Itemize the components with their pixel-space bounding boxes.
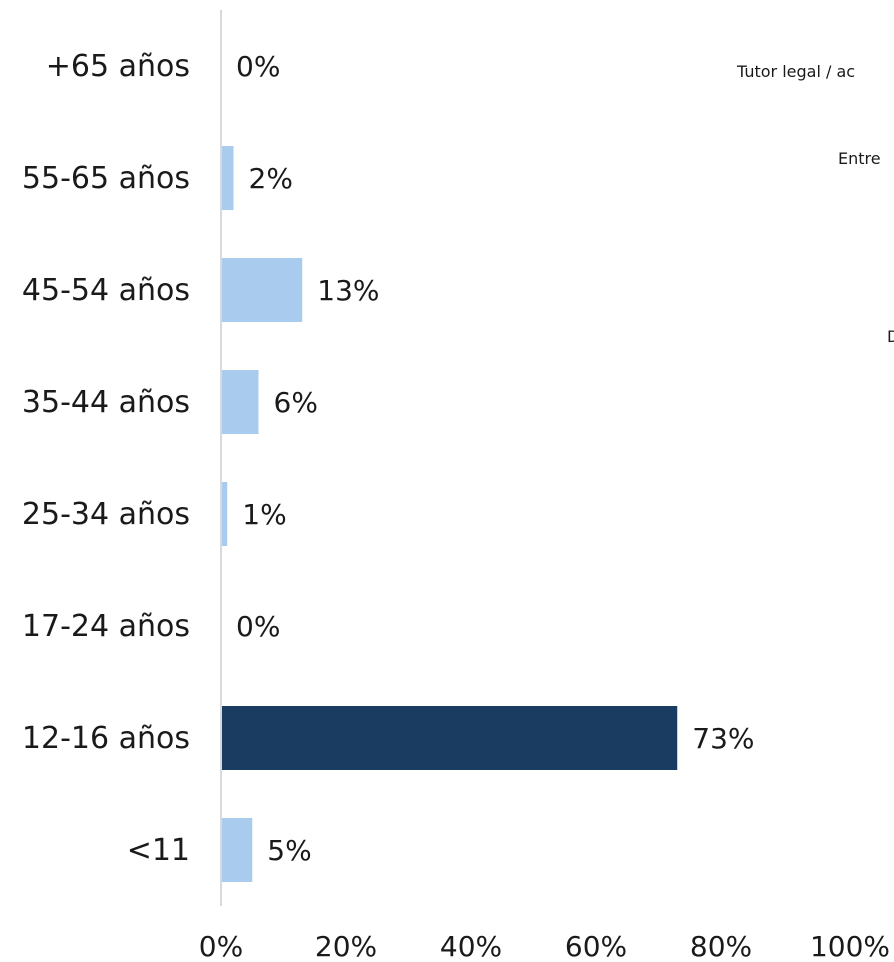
category-label: 45-54 años [22, 273, 190, 308]
bar-6 [221, 706, 678, 770]
value-labels: 0% 2% 13% 6% 1% 0% 73% 5% [236, 50, 754, 867]
category-labels: +65 años 55-65 años 45-54 años 35-44 años 25… [22, 49, 190, 868]
value-label: 73% [692, 722, 754, 755]
category-label: <11 [127, 833, 190, 868]
value-label: 5% [267, 834, 311, 867]
category-label: 35-44 años [22, 385, 190, 420]
x-tick-label: 0% [199, 930, 243, 962]
value-label: 1% [242, 498, 286, 531]
category-label: 17-24 años [22, 609, 190, 644]
bars-group [221, 146, 678, 882]
bar-1 [221, 146, 234, 210]
x-tick-label: 100% [810, 930, 890, 962]
x-tick-label: 20% [315, 930, 377, 962]
category-label: +65 años [46, 49, 190, 84]
category-label: 55-65 años [22, 161, 190, 196]
value-label: 0% [236, 610, 280, 643]
side-label-tutor: Tutor legal / ac [736, 62, 855, 81]
value-label: 13% [317, 274, 379, 307]
value-label: 0% [236, 50, 280, 83]
side-label-d: D [887, 327, 894, 346]
bar-4 [221, 482, 228, 546]
bar-3 [221, 370, 259, 434]
value-label: 2% [249, 162, 293, 195]
bar-7 [221, 818, 253, 882]
x-tick-label: 60% [565, 930, 627, 962]
x-tick-label: 80% [690, 930, 752, 962]
x-tick-labels: 0% 20% 40% 60% 80% 100% [199, 930, 890, 962]
bar-2 [221, 258, 303, 322]
value-label: 6% [274, 386, 318, 419]
category-label: 12-16 años [22, 721, 190, 756]
x-tick-label: 40% [440, 930, 502, 962]
category-label: 25-34 años [22, 497, 190, 532]
side-label-entre: Entre [838, 149, 881, 168]
